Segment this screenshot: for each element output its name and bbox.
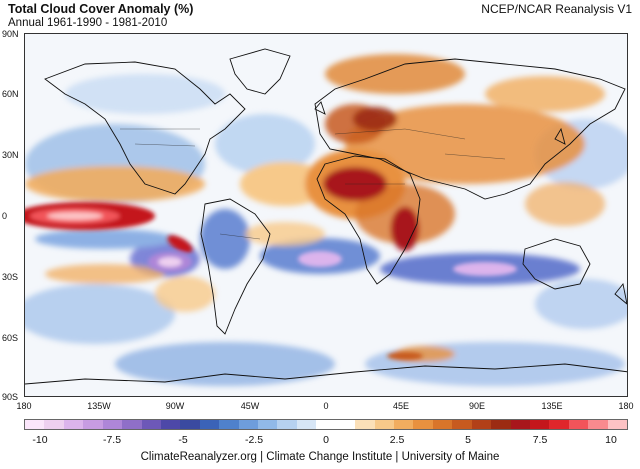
lon-label-135w: 135W	[87, 401, 111, 411]
colorbar-swatch	[141, 420, 161, 429]
colorbar-swatch	[607, 420, 628, 429]
lat-label-equator: 0	[2, 211, 8, 221]
colorbar-label-minus-2-5: -2.5	[244, 434, 264, 446]
lat-label-30s: 30S	[2, 272, 19, 282]
lon-label-180e: 180	[618, 401, 634, 411]
colorbar-label-10: 10	[605, 434, 617, 446]
lon-label-90e: 90E	[468, 401, 486, 411]
colorbar-swatch	[122, 420, 142, 429]
colorbar-swatch	[160, 420, 181, 429]
colorbar-label-2-5: 2.5	[389, 434, 405, 446]
colorbar-swatch	[529, 420, 550, 429]
lon-label-135e: 135E	[541, 401, 563, 411]
colorbar-swatch	[549, 420, 569, 429]
coastlines	[25, 48, 627, 385]
colorbar-label-0: 0	[323, 434, 329, 446]
colorbar-swatch	[588, 420, 608, 429]
colorbar-swatch	[44, 420, 64, 429]
colorbar-swatch	[199, 420, 220, 429]
lon-label-45e: 45E	[392, 401, 410, 411]
colorbar-swatch	[219, 420, 239, 429]
lat-label-60s: 60S	[2, 333, 19, 343]
lat-label-90n: 90N	[2, 29, 19, 39]
colorbar-swatch	[491, 420, 511, 429]
colorbar-swatch	[316, 420, 336, 429]
credit-footer: ClimateReanalyzer.org | Climate Change I…	[140, 451, 500, 463]
lon-label-180w: 180	[16, 401, 32, 411]
colorbar-swatch	[394, 420, 414, 429]
colorbar-swatch	[83, 420, 103, 429]
colorbar-label-5: 5	[465, 434, 471, 446]
colorbar-swatch	[180, 420, 200, 429]
anomaly-map	[24, 33, 628, 397]
colorbar-swatch	[102, 420, 123, 429]
colorbar-swatch	[296, 420, 317, 429]
colorbar-swatch	[452, 420, 472, 429]
country-borders	[120, 128, 506, 240]
map-title: Total Cloud Cover Anomaly (%)	[8, 2, 194, 16]
colorbar-swatch	[277, 420, 297, 429]
colorbar	[24, 419, 628, 430]
colorbar-label-minus-7-5: -7.5	[102, 434, 122, 446]
data-source-label: NCEP/NCAR Reanalysis V1	[481, 2, 632, 16]
colorbar-swatch	[510, 420, 530, 429]
colorbar-label-minus-5: -5	[178, 434, 188, 446]
colorbar-swatch	[335, 420, 356, 429]
colorbar-swatch	[432, 420, 453, 429]
map-subtitle: Annual 1961-1990 - 1981-2010	[8, 17, 168, 29]
lat-label-90s: 90S	[2, 392, 19, 402]
lon-label-45w: 45W	[240, 401, 260, 411]
colorbar-swatch	[25, 420, 45, 429]
colorbar-label-minus-10: -10	[32, 434, 48, 446]
colorbar-swatch	[258, 420, 278, 429]
colorbar-swatch	[63, 420, 84, 429]
colorbar-label-7-5: 7.5	[532, 434, 548, 446]
equatorial-pacific-anomaly	[25, 202, 517, 360]
lat-label-30n: 30N	[2, 150, 19, 160]
anomaly-map-svg	[25, 34, 627, 396]
lat-label-60n: 60N	[2, 89, 19, 99]
colorbar-swatch	[413, 420, 433, 429]
lon-label-0: 0	[323, 401, 329, 411]
lon-label-90w: 90W	[165, 401, 185, 411]
colorbar-swatch	[238, 420, 259, 429]
colorbar-swatch	[374, 420, 395, 429]
colorbar-swatch	[568, 420, 589, 429]
colorbar-swatch	[471, 420, 492, 429]
colorbar-swatch	[355, 420, 375, 429]
